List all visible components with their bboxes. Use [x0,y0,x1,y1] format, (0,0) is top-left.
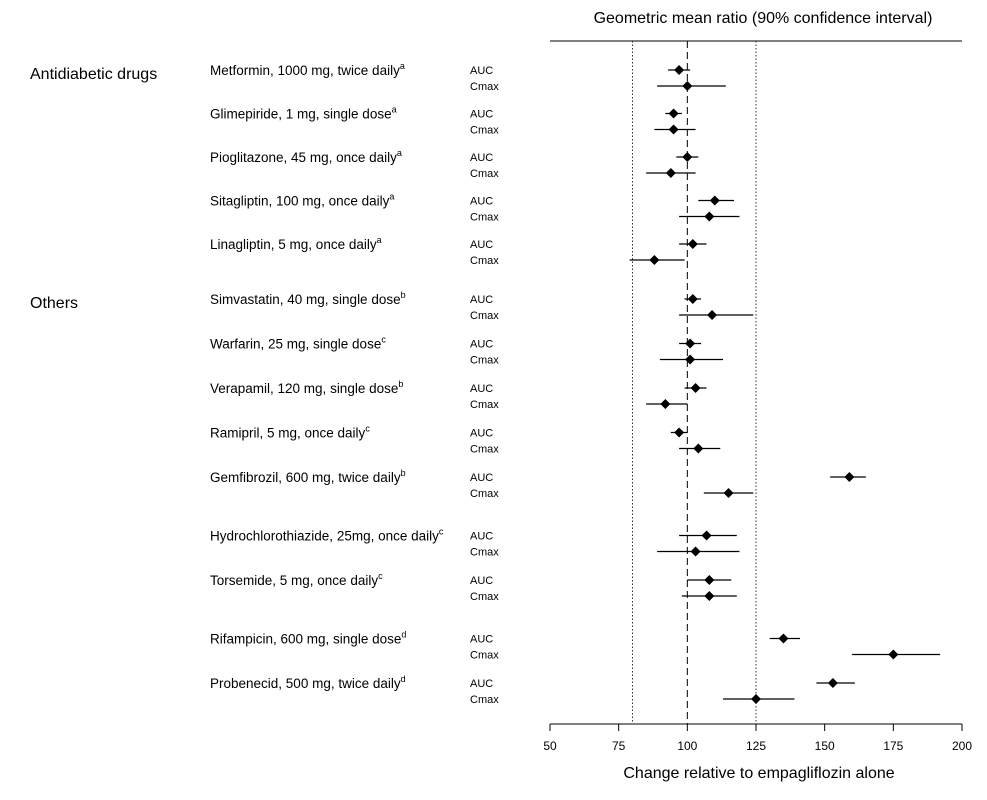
point-estimate-auc [690,383,701,393]
drug-label: Ramipril, 5 mg, once dailyc [210,424,370,441]
chart-title: Geometric mean ratio (90% confidence int… [594,10,933,27]
metric-label-cmax: Cmax [470,399,499,411]
metric-label-auc: AUC [470,109,493,121]
drug-label: Probenecid, 500 mg, twice dailyd [210,674,406,691]
metric-label-cmax: Cmax [470,255,499,267]
drug-label: Gemfibrozil, 600 mg, twice dailyb [210,468,406,485]
point-estimate-cmax [685,354,696,365]
point-estimate-auc [687,294,698,304]
point-estimate-cmax [704,211,715,222]
x-tick-label: 200 [952,739,972,753]
point-estimate-auc [674,427,685,438]
x-tick-label: 175 [883,739,903,753]
drug-label: Torsemide, 5 mg, once dailyc [210,571,383,588]
metric-label-auc: AUC [470,196,493,208]
drug-label: Warfarin, 25 mg, single dosec [210,335,386,352]
drug-label: Linagliptin, 5 mg, once dailya [210,235,382,252]
group-label: Antidiabetic drugs [30,66,157,83]
metric-label-auc: AUC [470,152,493,164]
point-estimate-cmax [723,488,734,498]
x-tick-label: 100 [677,739,697,753]
drug-label: Glimepiride, 1 mg, single dosea [210,105,397,122]
point-estimate-auc [668,108,679,119]
drug-label: Pioglitazone, 45 mg, once dailya [210,148,402,165]
point-estimate-cmax [707,310,718,320]
metric-label-auc: AUC [470,65,493,77]
point-estimate-cmax [660,399,671,409]
metric-label-auc: AUC [470,634,493,646]
point-estimate-auc [704,575,715,585]
metric-label-auc: AUC [470,383,493,395]
metric-label-cmax: Cmax [470,591,499,603]
x-tick-label: 125 [746,739,766,753]
point-estimate-auc [827,678,838,688]
point-estimate-cmax [690,546,701,557]
point-estimate-cmax [665,168,676,178]
metric-label-cmax: Cmax [470,650,499,662]
point-estimate-cmax [888,649,899,660]
x-tick-label: 75 [612,739,626,753]
point-estimate-auc [685,338,696,349]
drug-label: Hydrochlorothiazide, 25mg, once dailyc [210,527,444,544]
metric-label-cmax: Cmax [470,488,499,500]
metric-label-auc: AUC [470,678,493,690]
point-estimate-cmax [693,443,704,454]
drug-label: Sitagliptin, 100 mg, once dailya [210,192,394,209]
drug-label: Metformin, 1000 mg, twice dailya [210,61,405,78]
metric-label-cmax: Cmax [470,310,499,322]
drug-label: Rifampicin, 600 mg, single dosed [210,630,406,647]
point-estimate-auc [709,195,720,206]
point-estimate-cmax [751,694,761,704]
x-tick-label: 150 [815,739,835,753]
point-estimate-cmax [668,124,679,135]
point-estimate-auc [682,152,693,162]
metric-label-auc: AUC [470,531,493,543]
group-label: Others [30,295,78,312]
point-estimate-auc [778,633,789,644]
point-estimate-auc [701,530,712,541]
metric-label-cmax: Cmax [470,444,499,456]
x-tick-label: 50 [543,739,557,753]
drug-label: Simvastatin, 40 mg, single doseb [210,290,406,307]
metric-label-cmax: Cmax [470,212,499,224]
metric-label-cmax: Cmax [470,81,499,93]
x-axis-label: Change relative to empagliflozin alone [623,765,894,782]
metric-label-auc: AUC [470,339,493,351]
metric-label-cmax: Cmax [470,125,499,137]
point-estimate-auc [674,65,685,75]
metric-label-auc: AUC [470,428,493,440]
metric-label-auc: AUC [470,239,493,251]
point-estimate-cmax [682,81,693,91]
point-estimate-auc [844,472,855,482]
point-estimate-cmax [704,591,715,601]
drug-label: Verapamil, 120 mg, single doseb [210,379,403,396]
point-estimate-cmax [649,255,660,265]
metric-label-cmax: Cmax [470,355,499,367]
metric-label-auc: AUC [470,472,493,484]
metric-label-cmax: Cmax [470,547,499,559]
metric-label-auc: AUC [470,294,493,306]
metric-label-auc: AUC [470,575,493,587]
metric-label-cmax: Cmax [470,168,499,180]
metric-label-cmax: Cmax [470,694,499,706]
point-estimate-auc [687,239,698,249]
